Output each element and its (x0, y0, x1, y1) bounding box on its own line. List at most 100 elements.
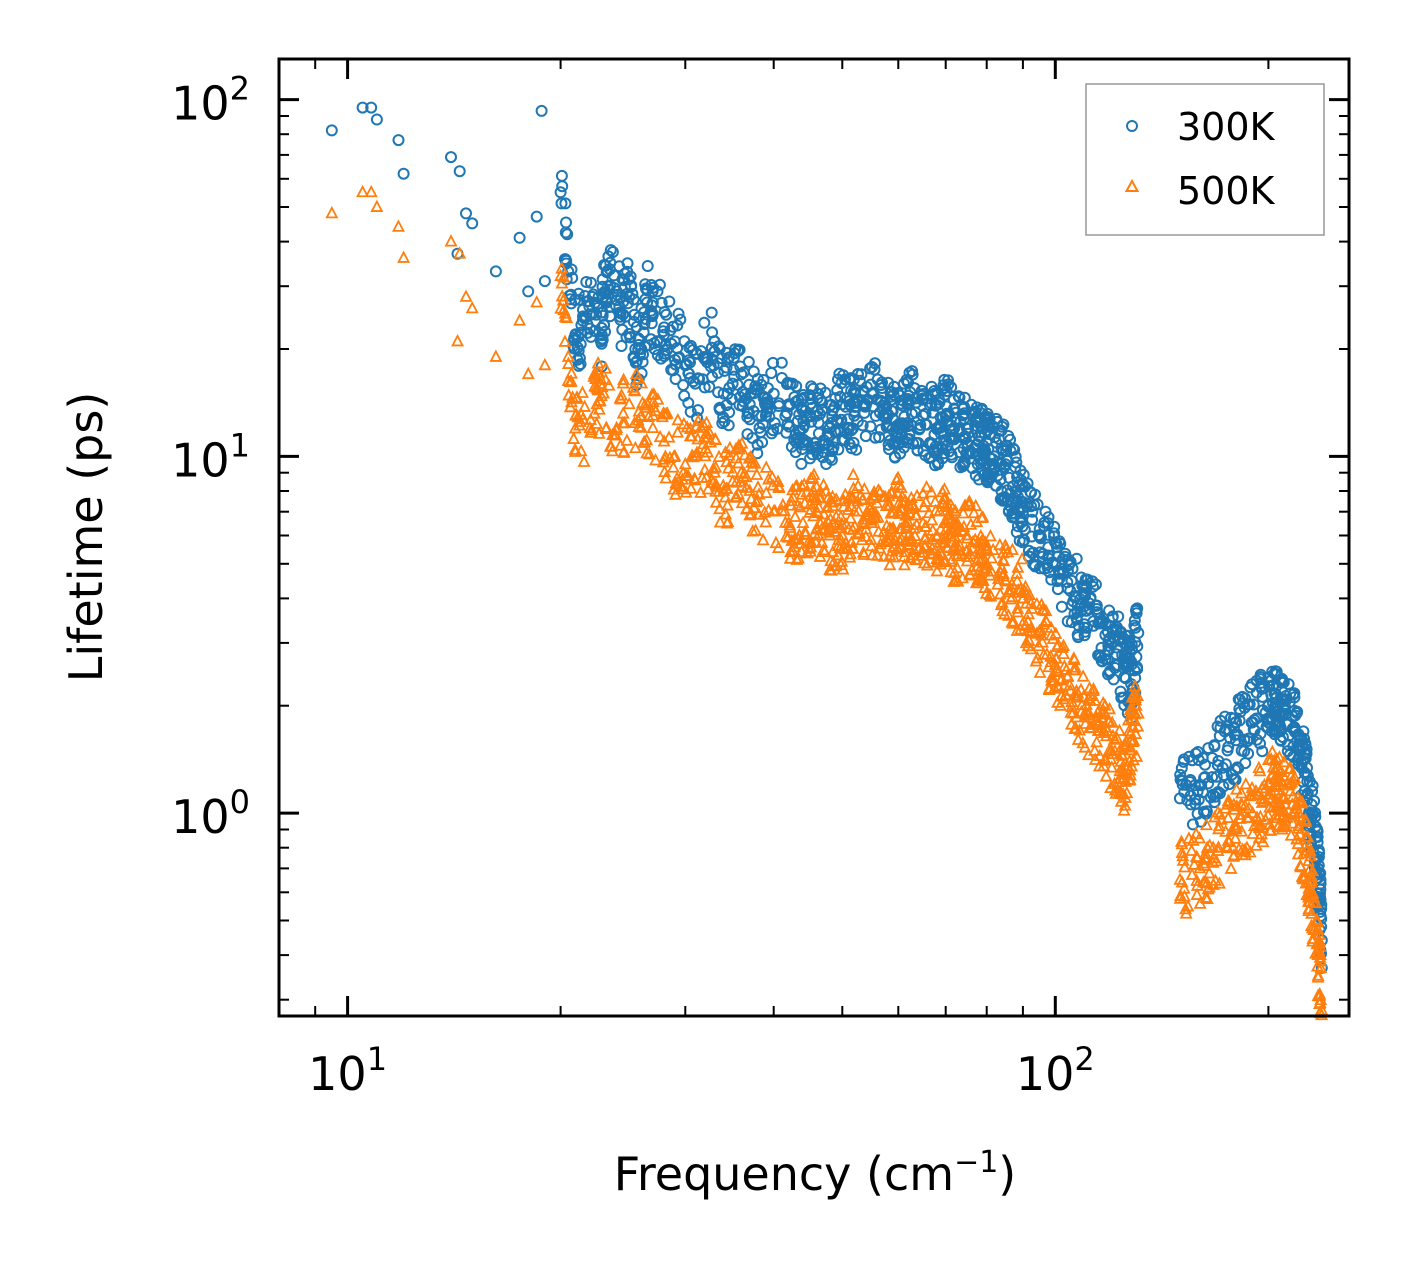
scatter-point-dense (555, 276, 569, 289)
scatter-point-dense (1126, 720, 1140, 733)
scatter-point-dense (574, 443, 588, 457)
scatter-point (796, 515, 810, 529)
scatter-point-dense (907, 542, 921, 556)
scatter-point-dense (917, 392, 930, 405)
scatter-point-dense (648, 343, 661, 355)
scatter-point-dense (667, 449, 681, 462)
scatter-point-dense (737, 469, 751, 482)
scatter-point-dense (1103, 604, 1116, 617)
scatter-point-dense (1037, 617, 1051, 630)
scatter-point-dense (765, 367, 778, 379)
scatter-point-dense (895, 489, 909, 502)
scatter-point-dense (1178, 860, 1192, 873)
scatter-point-dense (599, 325, 611, 338)
scatter-point (465, 300, 479, 314)
scatter-point-dense (811, 505, 825, 519)
scatter-point (535, 104, 548, 117)
scatter-point-dense (761, 382, 774, 395)
scatter-point-dense (1125, 711, 1139, 724)
scatter-point-dense (606, 427, 620, 441)
scatter-point-dense (1208, 810, 1222, 823)
scatter-point-dense (690, 445, 704, 458)
scatter-point-dense (637, 348, 649, 361)
scatter-point (554, 186, 567, 199)
scatter-point-dense (1042, 511, 1055, 524)
scatter-point-dense (738, 447, 752, 461)
scatter-point-dense (1129, 693, 1143, 706)
scatter-point-dense (700, 415, 714, 428)
scatter-point-dense (606, 246, 619, 258)
scatter-point-dense (925, 512, 939, 526)
scatter-point-dense (1189, 826, 1203, 840)
scatter-point-dense (653, 278, 666, 291)
scatter-point-dense (844, 511, 858, 524)
scatter-point-dense (1314, 960, 1328, 974)
scatter-point-dense (790, 478, 804, 492)
scatter-point-dense (1179, 901, 1193, 915)
scatter-point-dense (795, 487, 809, 500)
scatter-point-dense (590, 308, 603, 321)
scatter-point-dense (1071, 686, 1085, 699)
scatter-point-dense (1011, 470, 1024, 483)
scatter-point-dense (708, 432, 722, 445)
scatter-point-dense (1307, 922, 1321, 935)
scatter-point-dense (585, 422, 599, 436)
scatter-point-dense (718, 445, 732, 458)
scatter-point-dense (683, 428, 697, 442)
scatter-point-dense (1078, 716, 1092, 729)
scatter-point-dense (591, 355, 605, 369)
scatter-point (646, 420, 660, 434)
scatter-point-dense (930, 564, 944, 577)
scatter-point-dense (737, 395, 750, 408)
scatter-point-dense (635, 376, 649, 389)
scatter-point-dense (565, 288, 577, 301)
scatter-point-dense (788, 509, 802, 522)
scatter-point-dense (720, 361, 733, 374)
scatter-point-dense (1247, 723, 1260, 736)
scatter-point-dense (864, 532, 878, 545)
scatter-point-dense (1057, 646, 1070, 660)
scatter-point-dense (1010, 566, 1024, 579)
scatter-point-dense (1206, 840, 1220, 853)
scatter-point-dense (683, 341, 696, 354)
scatter-point-dense (1092, 723, 1106, 736)
scatter-point-dense (750, 467, 764, 480)
scatter-point (530, 295, 544, 308)
scatter-point-dense (1250, 733, 1263, 746)
scatter-point-dense (847, 436, 860, 449)
scatter-point-dense (775, 372, 788, 384)
scatter-point-dense (671, 319, 684, 332)
scatter-point-dense (1025, 623, 1039, 637)
scatter-point-dense (1109, 786, 1123, 799)
scatter-point-dense (565, 263, 578, 276)
scatter-point-dense (813, 490, 827, 503)
scatter-point-dense (952, 519, 966, 532)
scatter-point-dense (864, 420, 877, 433)
scatter-point-dense (872, 524, 886, 537)
scatter-point-dense (938, 482, 951, 495)
scatter-point-dense (651, 349, 664, 362)
scatter-point-dense (716, 417, 729, 430)
scatter-point-dense (814, 393, 827, 406)
scatter-point-dense (760, 396, 773, 409)
scatter-point-dense (658, 449, 672, 462)
scatter-point-dense (1011, 601, 1025, 614)
scatter-point-dense (1068, 607, 1081, 620)
scatter-point-dense (1209, 853, 1223, 867)
scatter-point-dense (1271, 767, 1285, 780)
scatter-point-dense (620, 433, 634, 446)
scatter-point-dense (1202, 742, 1215, 755)
scatter-point-dense (610, 294, 623, 306)
scatter-point-dense (1108, 783, 1122, 796)
scatter-point-dense (681, 468, 695, 482)
scatter-point-dense (919, 494, 933, 507)
scatter-point-dense (1117, 803, 1131, 816)
scatter-point-dense (1256, 745, 1269, 758)
scatter-point-dense (647, 387, 661, 400)
scatter-point-dense (1020, 500, 1033, 513)
scatter-point-dense (857, 547, 871, 560)
scatter-point (392, 134, 405, 147)
scatter-point-dense (756, 436, 769, 449)
scatter-point-dense (798, 495, 812, 509)
